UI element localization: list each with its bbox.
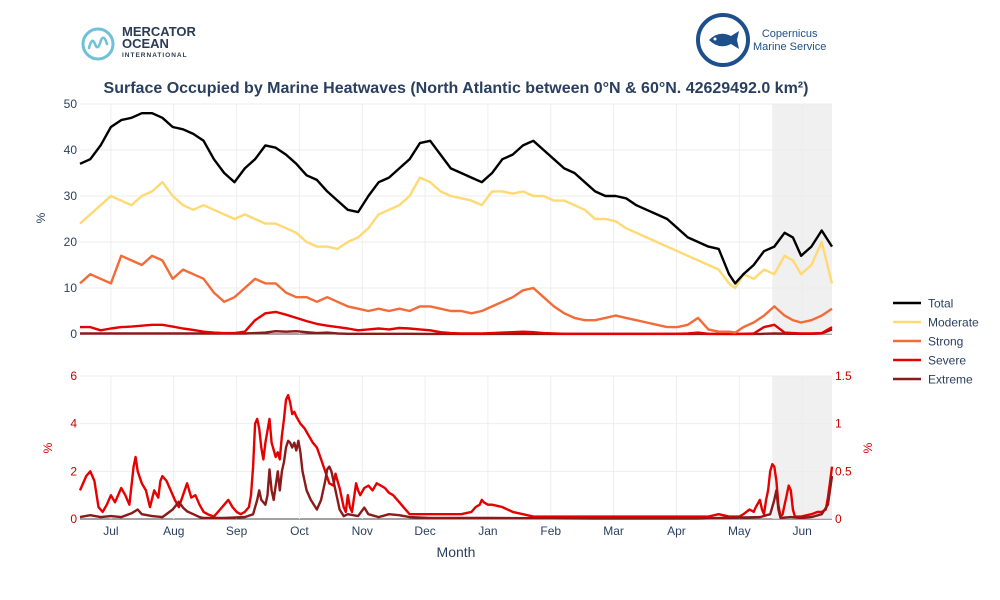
x-tick-label: Sep bbox=[226, 524, 248, 538]
x-tick-label: Apr bbox=[667, 524, 686, 538]
top-y-tick-label: 40 bbox=[64, 143, 78, 157]
bottom-left-y-tick-label: 4 bbox=[70, 417, 77, 431]
bottom-panel-lines bbox=[78, 393, 834, 520]
copernicus-fish-icon bbox=[696, 13, 750, 67]
top-series-total bbox=[79, 112, 834, 285]
mercator-logo-line2: OCEAN bbox=[122, 36, 169, 51]
top-y-axis-label: % bbox=[34, 212, 48, 223]
top-panel-y-ticks: 0 10 20 30 40 50 bbox=[64, 97, 78, 341]
copernicus-logo-line2: Marine Service bbox=[753, 41, 827, 53]
mercator-wave-icon bbox=[81, 27, 115, 61]
chart-legend[interactable]: Total Moderate Strong Severe Extreme bbox=[893, 297, 979, 387]
copernicus-logo-line1: Copernicus bbox=[761, 28, 818, 40]
x-axis-month-ticks: Jul Aug Sep Oct Nov Dec Jan Feb Mar Apr May Jun bbox=[103, 524, 812, 538]
x-tick-label: Aug bbox=[163, 524, 184, 538]
bottom-series-severe bbox=[78, 393, 834, 518]
chart-title: Surface Occupied by Marine Heatwaves (No… bbox=[104, 80, 809, 97]
bottom-left-y-tick-label: 6 bbox=[70, 369, 77, 383]
top-panel-lines bbox=[79, 112, 834, 336]
legend-label-strong: Strong bbox=[928, 335, 963, 349]
bottom-panel-right-y-ticks: 0 0.5 1 1.5 bbox=[835, 369, 852, 526]
top-y-tick-label: 10 bbox=[64, 281, 78, 295]
top-forecast-shade bbox=[772, 104, 832, 334]
x-axis-label: Month bbox=[437, 544, 476, 560]
legend-label-extreme: Extreme bbox=[928, 373, 973, 387]
bottom-left-y-tick-label: 2 bbox=[70, 464, 77, 478]
legend-label-severe: Severe bbox=[928, 354, 966, 368]
bottom-forecast-shade bbox=[772, 376, 832, 519]
x-tick-label: Nov bbox=[352, 524, 373, 538]
mercator-ocean-logo: MERCATOR OCEAN INTERNATIONAL bbox=[80, 24, 210, 66]
top-series-strong bbox=[79, 254, 833, 334]
x-tick-label: Oct bbox=[290, 524, 309, 538]
bottom-right-y-tick-label: 0.5 bbox=[835, 464, 852, 478]
bottom-right-y-axis-label: % bbox=[861, 442, 875, 453]
forecast-shades bbox=[772, 104, 832, 519]
top-y-tick-label: 0 bbox=[70, 327, 77, 341]
top-y-tick-label: 20 bbox=[64, 235, 78, 249]
bottom-series-extreme bbox=[79, 439, 834, 520]
legend-label-moderate: Moderate bbox=[928, 316, 979, 330]
top-series-severe bbox=[80, 310, 833, 336]
x-tick-label: Feb bbox=[540, 524, 561, 538]
bottom-left-y-tick-label: 0 bbox=[70, 512, 77, 526]
x-tick-label: Mar bbox=[603, 524, 624, 538]
bottom-panel-left-y-ticks: 0 2 4 6 bbox=[70, 369, 77, 526]
x-tick-label: Jun bbox=[792, 524, 811, 538]
x-tick-label: Jul bbox=[103, 524, 118, 538]
copernicus-logo: Copernicus Marine Service bbox=[695, 12, 835, 70]
mercator-logo-line3: INTERNATIONAL bbox=[122, 52, 188, 59]
top-series-moderate bbox=[79, 176, 834, 290]
top-panel-grid bbox=[80, 103, 832, 335]
x-tick-label: May bbox=[728, 524, 751, 538]
x-tick-label: Dec bbox=[414, 524, 435, 538]
top-y-tick-label: 50 bbox=[64, 97, 78, 111]
bottom-right-y-tick-label: 1.5 bbox=[835, 369, 852, 383]
mercator-logo-line1: MERCATOR bbox=[122, 24, 196, 39]
bottom-left-y-axis-label: % bbox=[41, 442, 55, 453]
x-tick-label: Jan bbox=[478, 524, 497, 538]
legend-label-total: Total bbox=[928, 297, 953, 311]
bottom-right-y-tick-label: 1 bbox=[835, 417, 842, 431]
bottom-right-y-tick-label: 0 bbox=[835, 512, 842, 526]
top-y-tick-label: 30 bbox=[64, 189, 78, 203]
